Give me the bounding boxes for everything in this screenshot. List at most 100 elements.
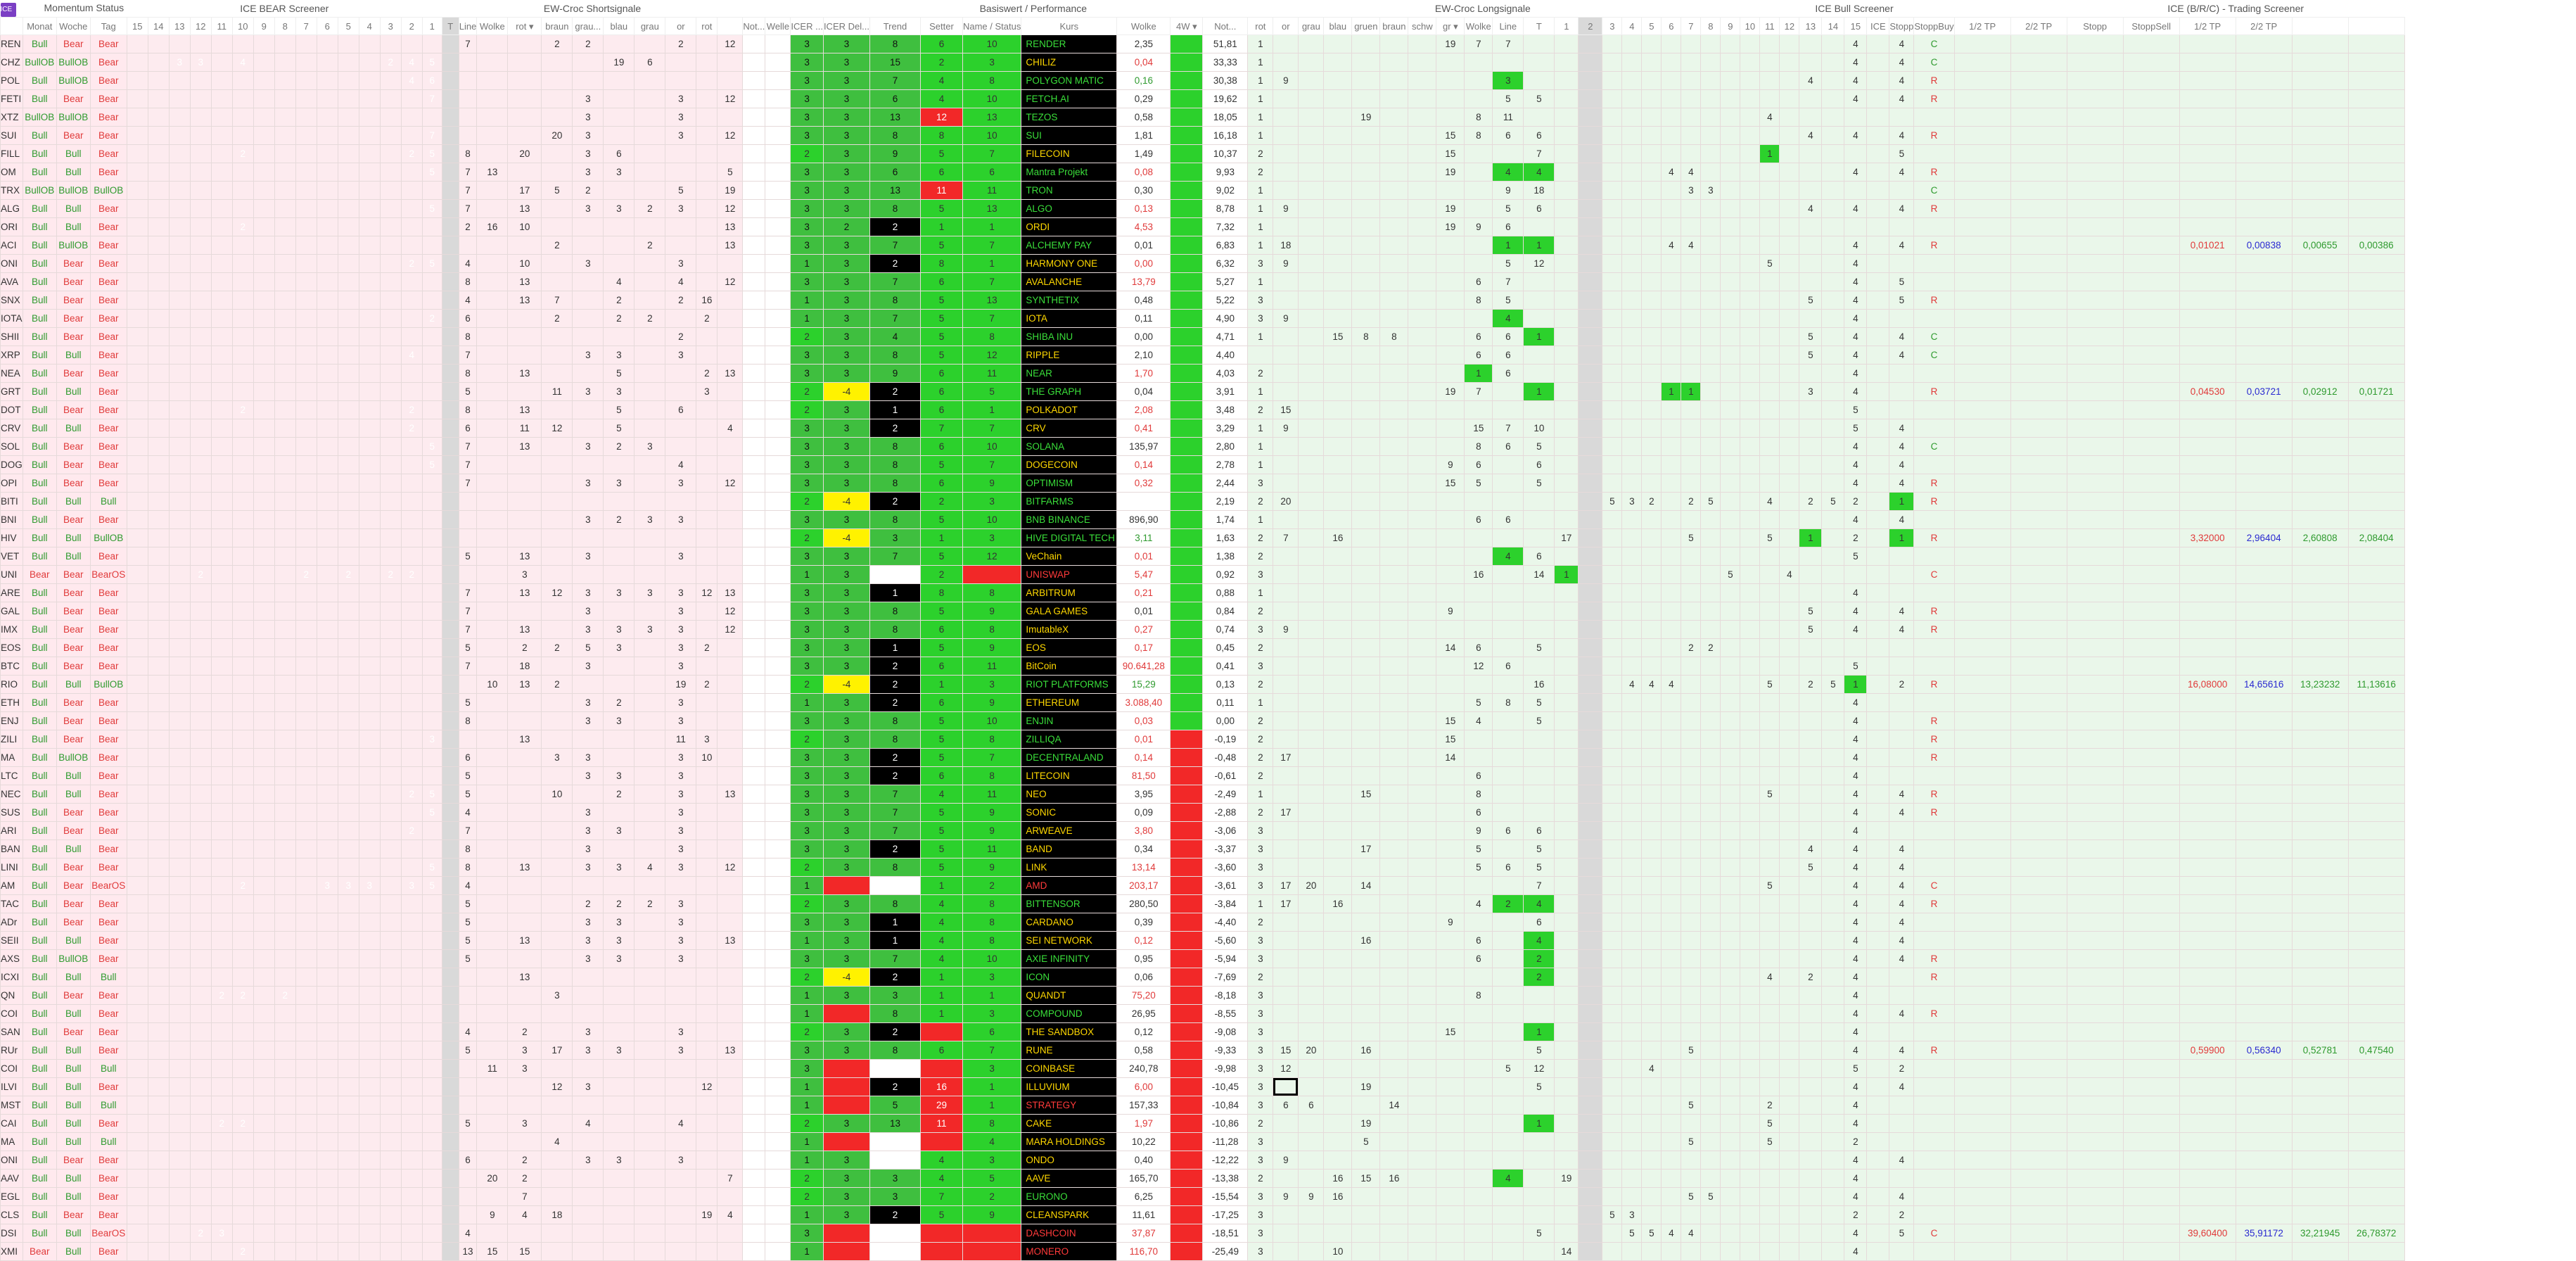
asset-name[interactable]: QUANDT: [1021, 987, 1117, 1005]
asset-name[interactable]: SHIBA INU: [1021, 328, 1117, 346]
asset-name[interactable]: AVALANCHE: [1021, 273, 1117, 291]
column-header[interactable]: 2/2 TP: [2236, 18, 2292, 35]
column-header[interactable]: 15: [127, 18, 148, 35]
asset-name[interactable]: IOTA: [1021, 310, 1117, 328]
column-header[interactable]: schw: [1408, 18, 1436, 35]
column-header[interactable]: or: [665, 18, 696, 35]
asset-name[interactable]: AXIE INFINITY: [1021, 950, 1117, 968]
column-header[interactable]: Monat: [23, 18, 56, 35]
column-header[interactable]: 10: [232, 18, 253, 35]
column-header[interactable]: [718, 18, 743, 35]
column-header[interactable]: Trend: [869, 18, 920, 35]
asset-name[interactable]: CHILIZ: [1021, 53, 1117, 72]
asset-name[interactable]: BITTENSOR: [1021, 895, 1117, 913]
column-header[interactable]: 11: [211, 18, 232, 35]
column-header[interactable]: 2/2 TP: [2010, 18, 2067, 35]
asset-name[interactable]: POLYGON MATIC: [1021, 72, 1117, 90]
asset-name[interactable]: ZILLIQA: [1021, 730, 1117, 749]
asset-name[interactable]: BITFARMS: [1021, 493, 1117, 511]
column-header[interactable]: grau: [635, 18, 665, 35]
column-header[interactable]: 14: [1822, 18, 1844, 35]
column-header[interactable]: [1, 18, 23, 35]
column-header[interactable]: Setter: [920, 18, 962, 35]
column-header[interactable]: 8: [1701, 18, 1721, 35]
column-header[interactable]: 12: [190, 18, 211, 35]
column-header[interactable]: Tag: [90, 18, 127, 35]
asset-name[interactable]: VeChain: [1021, 547, 1117, 566]
column-header[interactable]: 6: [1662, 18, 1681, 35]
column-header[interactable]: Woche: [56, 18, 90, 35]
column-header[interactable]: Not...: [743, 18, 765, 35]
column-header[interactable]: 4: [359, 18, 380, 35]
column-header[interactable]: StoppSell: [2123, 18, 2179, 35]
asset-name[interactable]: RENDER: [1021, 35, 1117, 53]
column-header[interactable]: 12: [1780, 18, 1799, 35]
asset-name[interactable]: COINBASE: [1021, 1060, 1117, 1078]
asset-name[interactable]: RIOT PLATFORMS: [1021, 676, 1117, 694]
asset-name[interactable]: OPTIMISM: [1021, 474, 1117, 493]
asset-name[interactable]: GALA GAMES: [1021, 602, 1117, 621]
asset-name[interactable]: BitCoin: [1021, 657, 1117, 676]
column-header[interactable]: 9: [253, 18, 274, 35]
column-header[interactable]: ICE: [1867, 18, 1889, 35]
asset-name[interactable]: MARA HOLDINGS: [1021, 1133, 1117, 1151]
column-header[interactable]: Name / Status: [962, 18, 1021, 35]
asset-name[interactable]: ARBITRUM: [1021, 584, 1117, 602]
column-header[interactable]: grau...: [573, 18, 604, 35]
asset-name[interactable]: ALCHEMY PAY: [1021, 236, 1117, 255]
column-header[interactable]: T: [1524, 18, 1555, 35]
asset-name[interactable]: CAKE: [1021, 1115, 1117, 1133]
column-header[interactable]: ICER ...: [791, 18, 824, 35]
asset-name[interactable]: RIPPLE: [1021, 346, 1117, 365]
asset-name[interactable]: EOS: [1021, 639, 1117, 657]
asset-name[interactable]: BAND: [1021, 840, 1117, 858]
column-header[interactable]: 2: [1579, 18, 1602, 35]
column-header[interactable]: 1/2 TP: [2179, 18, 2236, 35]
column-header[interactable]: Stopp: [1889, 18, 1914, 35]
column-header[interactable]: 11: [1760, 18, 1780, 35]
asset-name[interactable]: ICON: [1021, 968, 1117, 987]
column-header[interactable]: grau: [1299, 18, 1324, 35]
column-header[interactable]: 1: [422, 18, 442, 35]
asset-name[interactable]: FETCH.AI: [1021, 90, 1117, 108]
column-header[interactable]: 5: [1642, 18, 1662, 35]
column-header[interactable]: Line: [459, 18, 477, 35]
column-header[interactable]: Wolke: [1465, 18, 1493, 35]
column-header[interactable]: 15: [1844, 18, 1867, 35]
asset-name[interactable]: SUI: [1021, 127, 1117, 145]
asset-name[interactable]: TEZOS: [1021, 108, 1117, 127]
asset-name[interactable]: SYNTHETIX: [1021, 291, 1117, 310]
asset-name[interactable]: DOGECOIN: [1021, 456, 1117, 474]
asset-name[interactable]: FILECOIN: [1021, 145, 1117, 163]
column-header[interactable]: 2: [401, 18, 422, 35]
asset-name[interactable]: BNB BINANCE: [1021, 511, 1117, 529]
column-header[interactable]: Welle: [765, 18, 791, 35]
